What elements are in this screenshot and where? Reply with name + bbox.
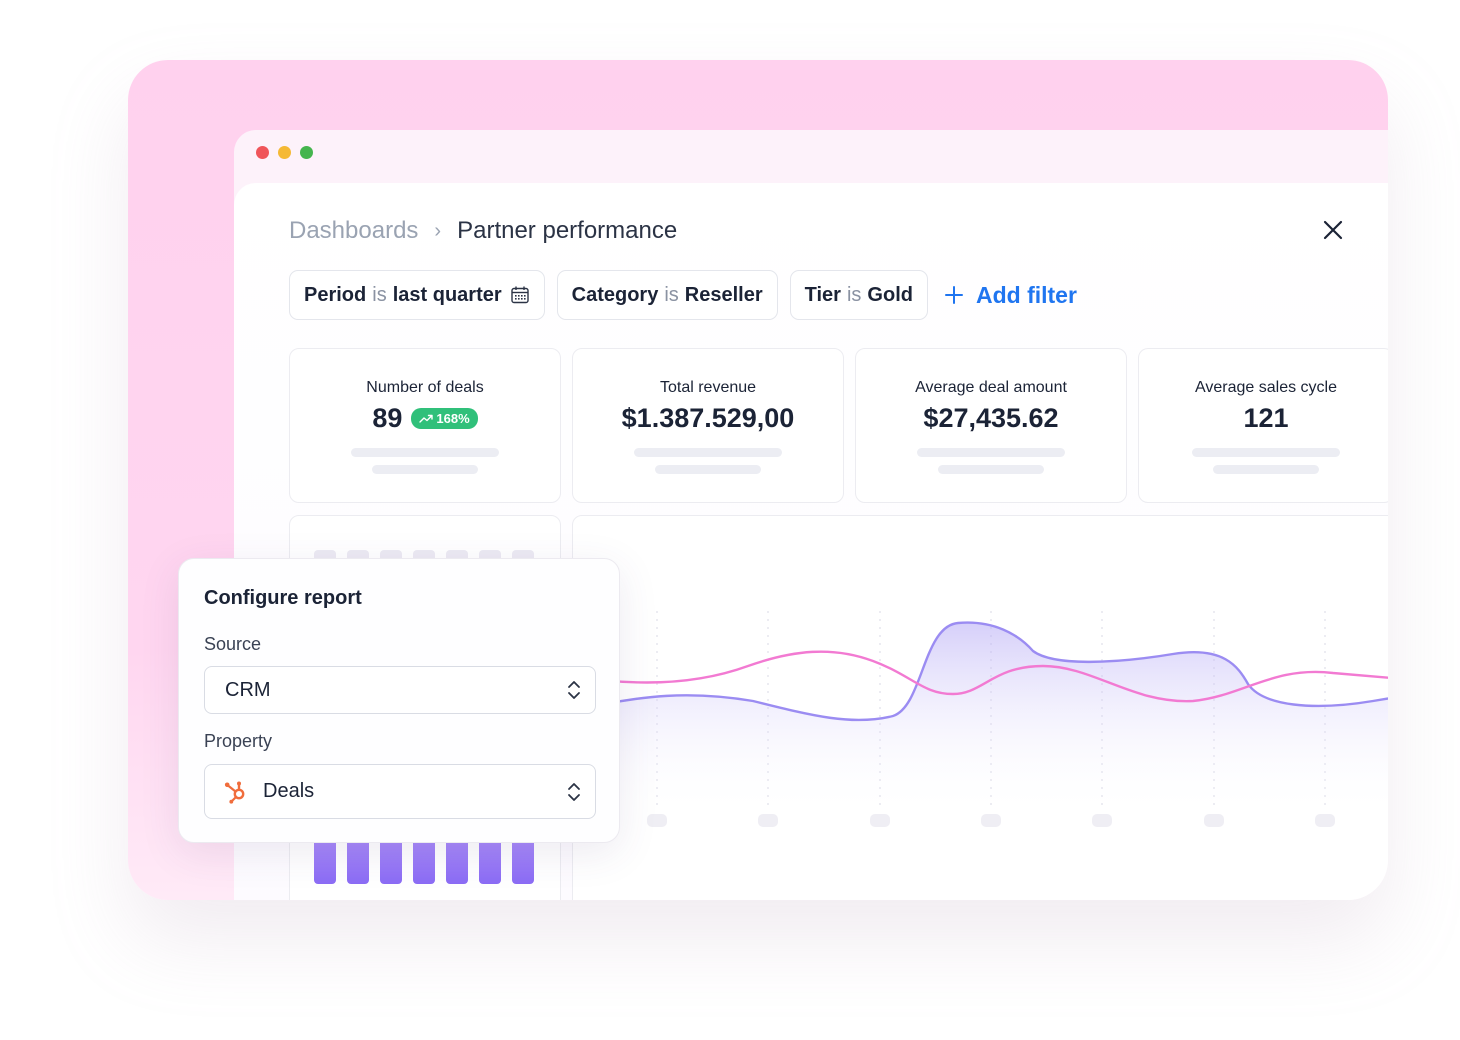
source-select-value: CRM	[225, 678, 271, 701]
filter-operator: is	[372, 283, 387, 306]
placeholder-bar	[372, 465, 478, 474]
kpi-card-revenue: Total revenue $1.387.529,00	[572, 348, 844, 503]
kpi-value-row: 89 168%	[290, 403, 560, 434]
pink-series-line	[573, 650, 1388, 703]
filter-key: Tier	[804, 283, 841, 306]
filter-bar: Period is last quarter	[289, 270, 1077, 320]
calendar-icon	[510, 286, 529, 304]
bar-chart	[314, 550, 534, 884]
kpi-label: Average sales cycle	[1195, 379, 1337, 396]
property-select[interactable]: Deals	[204, 764, 596, 819]
tick-placeholder	[758, 814, 778, 827]
kpi-card-avg-deal: Average deal amount $27,435.62	[855, 348, 1127, 503]
breadcrumb-separator: ›	[434, 219, 442, 242]
configure-report-panel: Configure report Source CRM Property Dea…	[178, 558, 620, 843]
kpi-value: $27,435.62	[923, 403, 1059, 433]
source-label: Source	[204, 634, 262, 654]
kpi-card-deals: Number of deals 89 168%	[289, 348, 561, 503]
bar	[446, 838, 468, 884]
kpi-label: Number of deals	[366, 379, 484, 396]
placeholder-bar	[917, 448, 1065, 457]
bar	[380, 838, 402, 884]
kpi-label: Total revenue	[659, 379, 757, 396]
page-title: Partner performance	[457, 217, 678, 244]
purple-series-area	[573, 622, 1388, 816]
bar	[413, 838, 435, 884]
hubspot-icon	[224, 781, 245, 804]
filter-value: last quarter	[392, 283, 502, 306]
breadcrumb-dashboards-link[interactable]: Dashboards	[289, 217, 419, 244]
kpi-value: 89	[372, 403, 403, 433]
filter-key: Category	[571, 283, 659, 306]
kpi-label: Average deal amount	[915, 379, 1067, 396]
kpi-value: 121	[1243, 403, 1289, 433]
placeholder-bar	[938, 465, 1044, 474]
breadcrumb: Dashboards › Partner performance	[289, 217, 677, 245]
app-window: Dashboards › Partner performance Period …	[234, 130, 1388, 900]
filter-chip-category[interactable]: Category is Reseller	[556, 270, 778, 320]
source-select[interactable]: CRM	[204, 666, 596, 714]
tick-placeholder	[981, 814, 1001, 827]
add-filter-label: Add filter	[975, 281, 1077, 308]
property-label: Property	[204, 731, 273, 751]
tick-placeholder	[1315, 814, 1335, 827]
bar	[314, 838, 336, 884]
tick-placeholder	[1204, 814, 1224, 827]
chevron-up-down-icon	[568, 681, 580, 699]
line-chart-card	[572, 515, 1388, 900]
placeholder-bar	[634, 448, 782, 457]
trend-up-icon	[419, 414, 434, 423]
plus-icon	[944, 286, 963, 304]
close-window-dot[interactable]	[256, 146, 269, 159]
filter-operator: is	[664, 283, 679, 306]
tick-placeholder	[870, 814, 890, 827]
growth-badge-value: 168%	[436, 411, 470, 426]
line-chart	[573, 611, 1388, 827]
chevron-up-down-icon	[568, 782, 580, 801]
filter-operator: is	[846, 283, 862, 306]
window-controls	[256, 146, 313, 159]
filter-chip-period[interactable]: Period is last quarter	[289, 270, 545, 320]
placeholder-bar	[351, 448, 499, 457]
kpi-card-sales-cycle: Average sales cycle 121	[1138, 348, 1388, 503]
kpi-value-row: $27,435.62	[856, 403, 1126, 434]
bar	[479, 838, 501, 884]
placeholder-bar	[1192, 448, 1340, 457]
kpi-value-row: $1.387.529,00	[573, 403, 843, 434]
placeholder-bar	[655, 465, 761, 474]
dashboard-panel: Dashboards › Partner performance Period …	[234, 183, 1388, 900]
tick-placeholder	[1092, 814, 1112, 827]
growth-badge: 168%	[411, 408, 478, 429]
property-select-value: Deals	[263, 780, 315, 802]
tick-placeholder	[647, 814, 667, 827]
kpi-value: $1.387.529,00	[621, 403, 795, 433]
minimize-window-dot[interactable]	[278, 146, 291, 159]
x-axis-placeholders	[647, 814, 1335, 827]
filter-key: Period	[304, 283, 367, 306]
bar	[347, 838, 369, 884]
kpi-value-row: 121	[1139, 403, 1388, 434]
filter-value: Gold	[867, 283, 913, 306]
placeholder-bar	[1213, 465, 1319, 474]
config-title: Configure report	[204, 587, 362, 609]
add-filter-button[interactable]: Add filter	[944, 282, 1077, 309]
maximize-window-dot[interactable]	[300, 146, 313, 159]
filter-chip-tier[interactable]: Tier is Gold	[789, 270, 928, 320]
purple-series-line	[573, 621, 1388, 722]
close-icon[interactable]	[1322, 219, 1344, 241]
filter-value: Reseller	[684, 283, 763, 306]
bar	[512, 838, 534, 884]
backdrop: Dashboards › Partner performance Period …	[128, 60, 1388, 900]
